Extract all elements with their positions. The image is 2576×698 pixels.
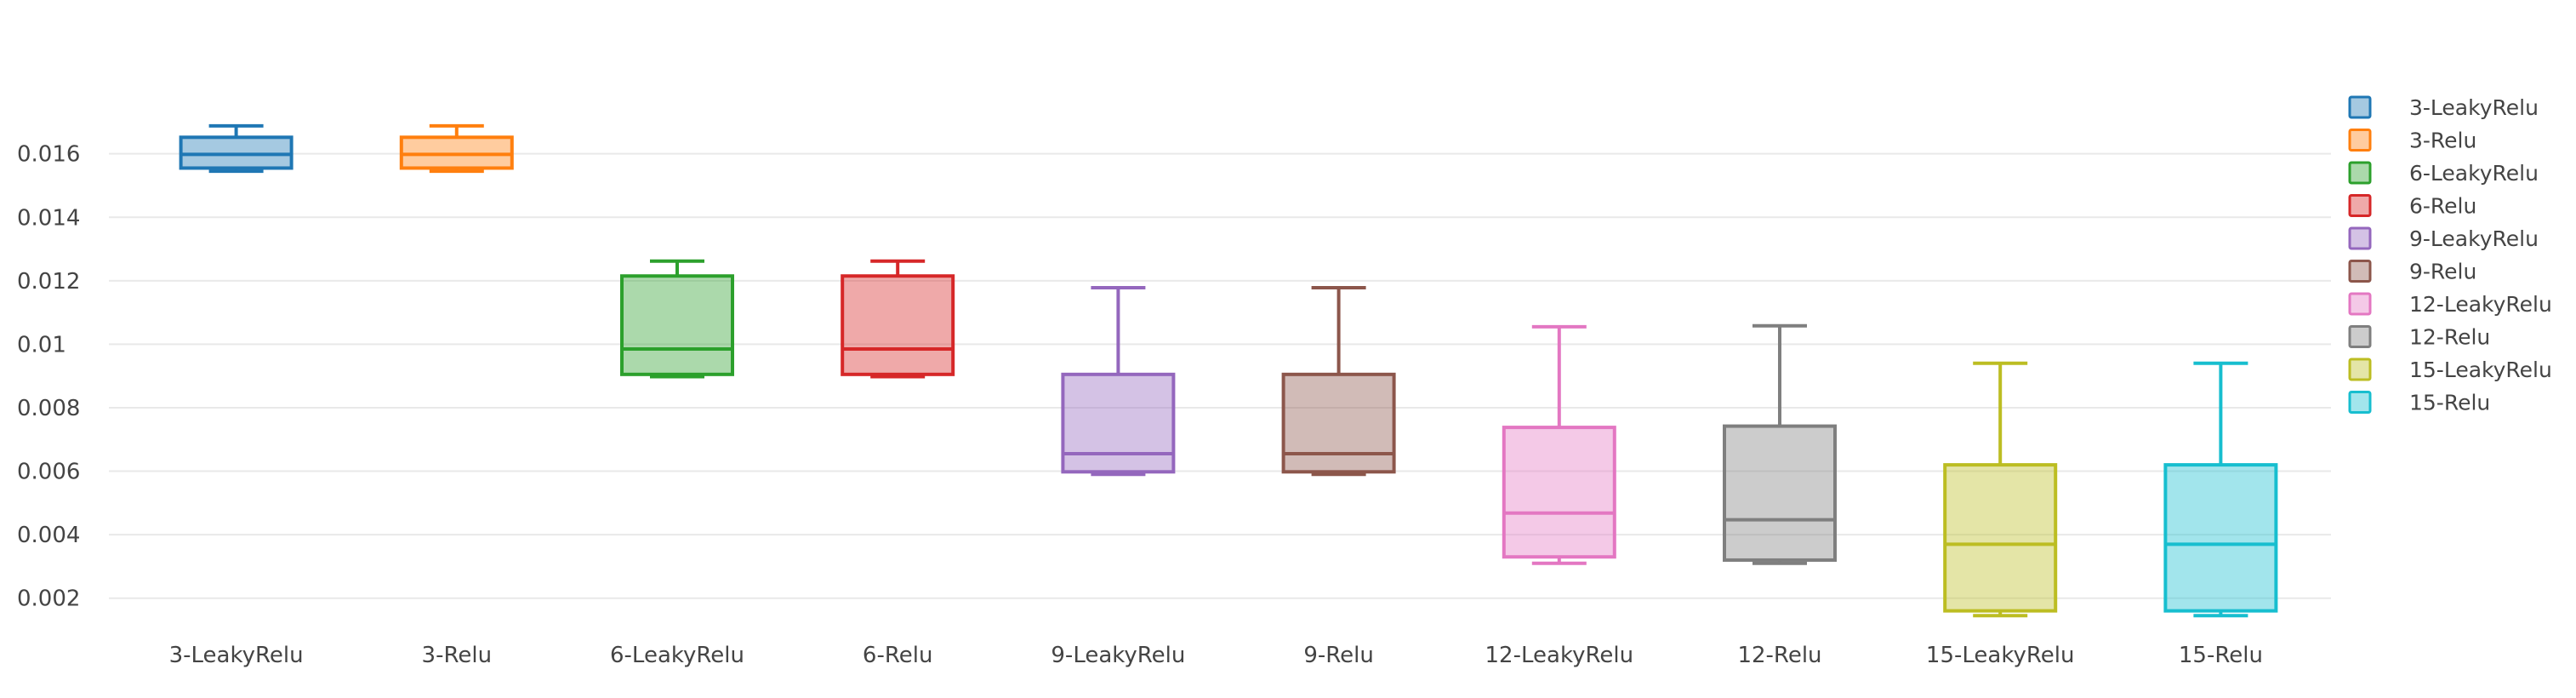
legend-swatch <box>2348 391 2372 414</box>
legend-swatch <box>2348 129 2372 152</box>
legend-item[interactable]: 15-LeakyRelu <box>2348 358 2552 382</box>
legend-swatch <box>2348 226 2372 250</box>
box-iqr <box>2163 463 2278 613</box>
box-3-LeakyRelu[interactable] <box>179 123 294 174</box>
y-tick-label: 0.01 <box>17 332 66 358</box>
box-iqr <box>1281 372 1396 474</box>
box-iqr <box>1502 426 1616 559</box>
box-9-Relu[interactable] <box>1281 286 1396 477</box>
plot-area <box>179 123 2278 618</box>
x-tick-label: 6-LeakyRelu <box>610 643 744 668</box>
legend-label: 3-LeakyRelu <box>2409 95 2539 120</box>
x-tick-label: 6-Relu <box>863 643 933 668</box>
box-iqr <box>1723 424 1837 562</box>
box-6-Relu[interactable] <box>841 259 955 379</box>
box-iqr <box>841 274 955 376</box>
legend-swatch <box>2348 95 2372 119</box>
legend-item[interactable]: 15-Relu <box>2348 391 2490 415</box>
legend-label: 6-Relu <box>2409 194 2476 219</box>
y-tick-label: 0.016 <box>17 142 80 168</box>
box-15-LeakyRelu[interactable] <box>1943 361 2058 618</box>
legend-label: 15-LeakyRelu <box>2409 358 2552 382</box>
legend-item[interactable]: 9-LeakyRelu <box>2348 226 2539 251</box>
x-tick-label: 3-Relu <box>422 643 493 668</box>
box-15-Relu[interactable] <box>2163 361 2278 618</box>
box-iqr <box>1061 372 1176 474</box>
x-tick-label: 15-LeakyRelu <box>1926 643 2075 668</box>
y-tick-label: 0.012 <box>17 269 80 295</box>
box-12-LeakyRelu[interactable] <box>1502 324 1616 565</box>
legend[interactable]: 3-LeakyRelu 3-Relu 6-LeakyRelu 6-Relu 9-Leak… <box>2348 95 2552 415</box>
legend-item[interactable]: 3-LeakyRelu <box>2348 95 2539 120</box>
x-tick-label: 12-Relu <box>1737 643 1821 668</box>
y-tick-label: 0.006 <box>17 460 80 485</box>
gridlines <box>109 152 2331 599</box>
legend-label: 3-Relu <box>2409 129 2476 153</box>
legend-item[interactable]: 6-LeakyRelu <box>2348 161 2539 186</box>
x-tick-label: 15-Relu <box>2179 643 2263 668</box>
box-9-LeakyRelu[interactable] <box>1061 286 1176 477</box>
box-iqr <box>1943 463 2058 613</box>
legend-item[interactable]: 9-Relu <box>2348 260 2476 284</box>
legend-item[interactable]: 3-Relu <box>2348 129 2476 153</box>
x-tick-label: 12-LeakyRelu <box>1485 643 1634 668</box>
x-tick-label: 3-LeakyRelu <box>169 643 304 668</box>
legend-swatch <box>2348 161 2372 185</box>
legend-label: 15-Relu <box>2409 391 2490 415</box>
box-iqr <box>620 274 734 376</box>
legend-swatch <box>2348 260 2372 283</box>
box-iqr <box>179 135 294 170</box>
legend-label: 9-Relu <box>2409 260 2476 284</box>
legend-label: 6-LeakyRelu <box>2409 161 2539 186</box>
legend-item[interactable]: 12-LeakyRelu <box>2348 292 2552 317</box>
legend-swatch <box>2348 358 2372 381</box>
y-tick-label: 0.008 <box>17 396 80 421</box>
y-tick-label: 0.002 <box>17 586 80 612</box>
y-tick-label: 0.014 <box>17 205 80 231</box>
legend-swatch <box>2348 292 2372 316</box>
legend-swatch <box>2348 325 2372 348</box>
y-tick-label: 0.004 <box>17 523 80 548</box>
legend-swatch <box>2348 194 2372 217</box>
legend-label: 12-Relu <box>2409 325 2490 350</box>
x-tick-label: 9-LeakyRelu <box>1051 643 1185 668</box>
box-iqr <box>399 135 514 170</box>
legend-item[interactable]: 12-Relu <box>2348 325 2490 350</box>
legend-item[interactable]: 6-Relu <box>2348 194 2476 219</box>
box-12-Relu[interactable] <box>1723 323 1837 565</box>
x-axis: 3-LeakyRelu 3-Relu 6-LeakyRelu 6-Relu 9-Leak… <box>169 643 2263 668</box>
box-3-Relu[interactable] <box>399 123 514 174</box>
y-axis: 0.002 0.004 0.006 0.008 0.01 0.012 0.014 0.016 <box>17 142 80 612</box>
legend-label: 12-LeakyRelu <box>2409 292 2552 317</box>
x-tick-label: 9-Relu <box>1303 643 1374 668</box>
legend-label: 9-LeakyRelu <box>2409 226 2539 251</box>
box-6-LeakyRelu[interactable] <box>620 259 734 379</box>
